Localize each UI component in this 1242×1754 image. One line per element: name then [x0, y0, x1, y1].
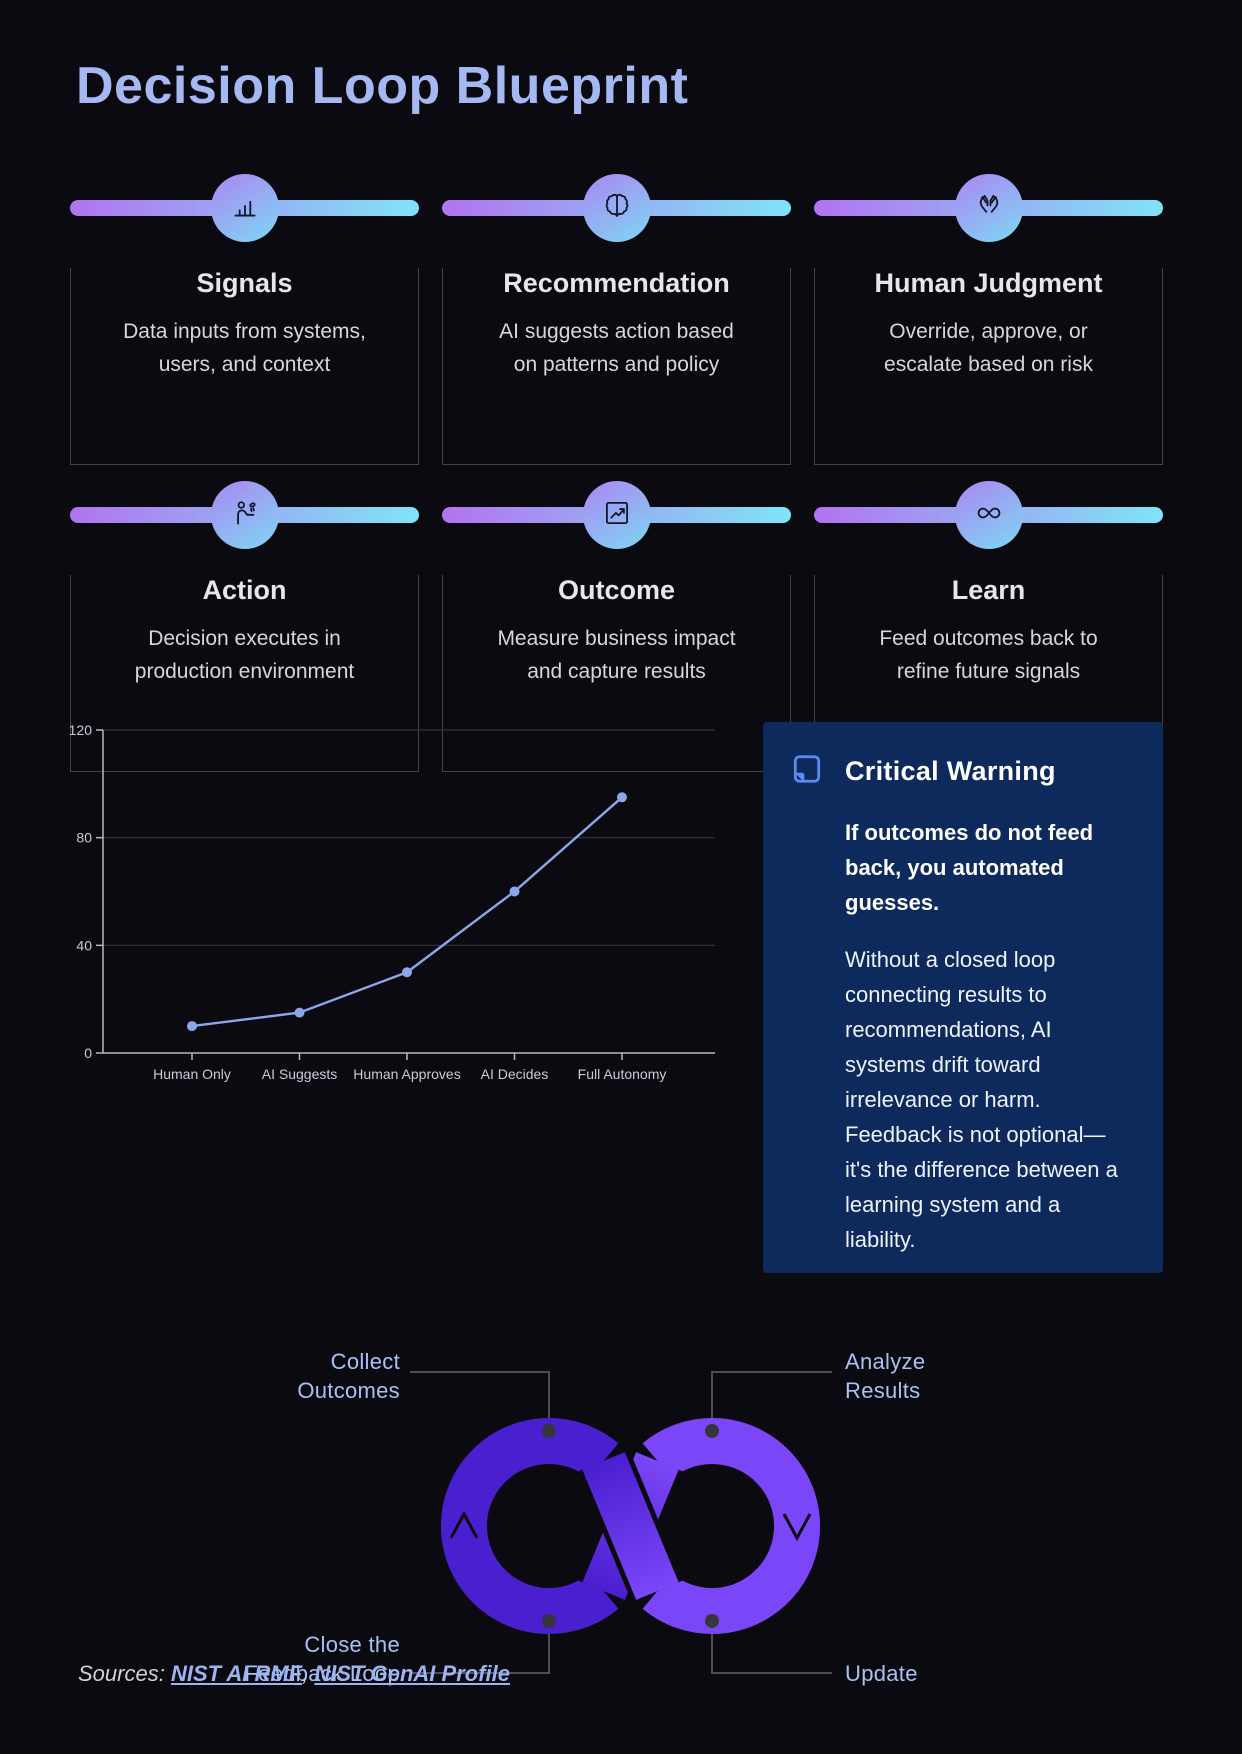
svg-text:AI Decides: AI Decides	[481, 1066, 549, 1082]
card-title: Human Judgment	[874, 268, 1103, 298]
svg-text:AI Suggests: AI Suggests	[262, 1066, 338, 1082]
card-human-judgment: Human Judgment Override, approve, or esc…	[814, 174, 1163, 465]
open-hands-icon	[972, 189, 1006, 228]
loop-anchor-dots	[542, 1424, 719, 1628]
card-title: Signals	[196, 268, 293, 298]
card-body: Action Decision executes in production e…	[70, 575, 419, 772]
card-signals: Signals Data inputs from systems, users,…	[70, 174, 419, 465]
source-link-nist-genai-profile[interactable]: NIST GenAI Profile	[314, 1661, 510, 1686]
loop-label-close-feedback-loop: Close the Feedback Loop	[244, 1632, 400, 1686]
trend-chart-icon	[600, 496, 634, 535]
card-icon-badge	[210, 481, 279, 549]
card-body: Signals Data inputs from systems, users,…	[70, 268, 419, 465]
card-icon-badge	[582, 481, 651, 549]
loop-label-analyze-results: Analyze Results	[845, 1349, 926, 1403]
card-title: Outcome	[557, 575, 676, 605]
card-description: Decision executes in production environm…	[134, 627, 355, 683]
svg-text:Human Approves: Human Approves	[353, 1066, 460, 1082]
svg-text:40: 40	[76, 937, 92, 953]
svg-text:120: 120	[70, 722, 92, 738]
infinity-ribbon	[441, 1418, 820, 1634]
card-title: Learn	[951, 575, 1026, 605]
person-presenting-icon	[228, 496, 262, 535]
critical-warning-callout: Critical Warning If outcomes do not feed…	[763, 722, 1163, 1273]
bar-chart-icon	[228, 189, 262, 228]
stage-cards-grid: Signals Data inputs from systems, users,…	[70, 174, 1163, 772]
svg-text:Full Autonomy: Full Autonomy	[578, 1066, 667, 1082]
card-recommendation: Recommendation AI suggests action based …	[442, 174, 791, 465]
card-outcome: Outcome Measure business impact and capt…	[442, 481, 791, 772]
autonomy-line-chart: 0 40 80 120 Human Only AI Suggests Human Appro…	[70, 722, 715, 1082]
card-body: Recommendation AI suggests action based …	[442, 268, 791, 465]
svg-text:0: 0	[84, 1045, 92, 1061]
warning-header: Critical Warning	[790, 752, 1121, 791]
svg-text:Human Only: Human Only	[153, 1066, 231, 1082]
card-icon-badge	[954, 174, 1023, 242]
page-title: Decision Loop Blueprint	[76, 57, 689, 115]
card-description: Feed outcomes back to refine future sign…	[879, 627, 1098, 683]
card-description: Override, approve, or escalate based on …	[884, 320, 1093, 376]
source-link-nist-ai-rmf[interactable]: NIST AI RMF	[170, 1661, 303, 1686]
svg-text:80: 80	[76, 830, 92, 846]
warning-body-text: Without a closed loop connecting results…	[845, 947, 1118, 1252]
label-connectors	[410, 1371, 832, 1674]
card-title: Action	[202, 575, 287, 605]
card-description: Measure business impact and capture resu…	[497, 627, 736, 683]
card-title: Recommendation	[503, 268, 730, 298]
card-icon-badge	[210, 174, 279, 242]
card-action: Action Decision executes in production e…	[70, 481, 419, 772]
infinity-icon	[972, 496, 1006, 535]
sources-line: Sources: NIST AI RMF, NIST GenAI Profile	[78, 1661, 510, 1686]
card-description: AI suggests action based on patterns and…	[499, 320, 734, 376]
note-icon	[790, 752, 824, 791]
card-icon-badge	[582, 174, 651, 242]
warning-title: Critical Warning	[845, 756, 1056, 786]
sources-prefix: Sources:	[78, 1661, 165, 1686]
card-description: Data inputs from systems, users, and con…	[123, 320, 366, 376]
warning-lead-text: If outcomes do not feed back, you automa…	[845, 820, 1094, 915]
card-body: Outcome Measure business impact and capt…	[442, 575, 791, 772]
loop-label-update: Update	[845, 1661, 918, 1686]
card-body: Human Judgment Override, approve, or esc…	[814, 268, 1163, 465]
card-icon-badge	[954, 481, 1023, 549]
loop-label-collect-outcomes: Collect Outcomes	[297, 1349, 400, 1403]
brain-icon	[600, 189, 634, 228]
